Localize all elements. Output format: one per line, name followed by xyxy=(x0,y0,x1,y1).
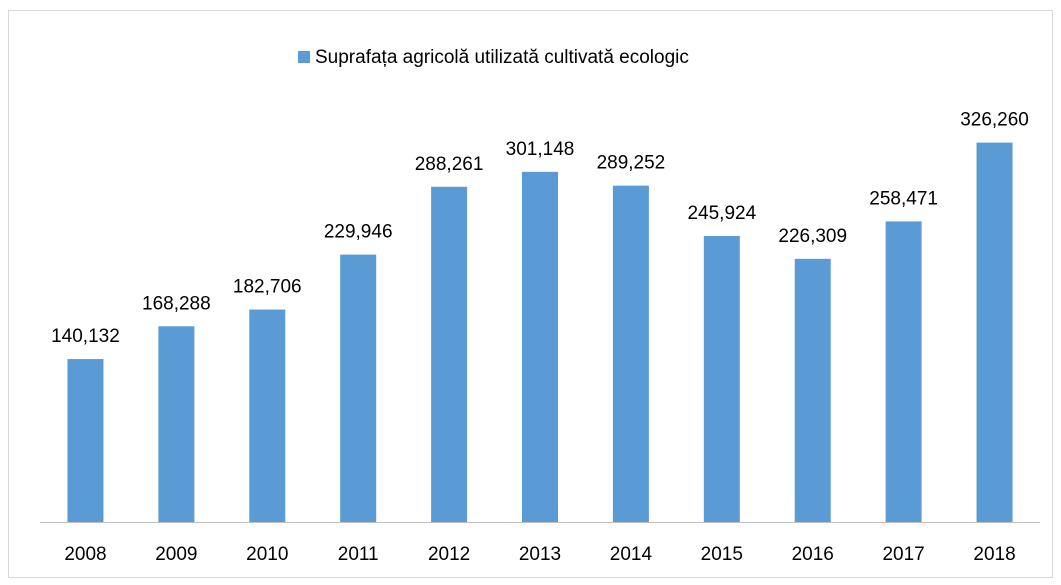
bar xyxy=(340,254,377,522)
x-tick-label: 2009 xyxy=(155,544,197,565)
bar xyxy=(158,326,195,522)
bar xyxy=(522,171,558,522)
data-label: 258,471 xyxy=(869,188,938,209)
x-tick-label: 2017 xyxy=(882,544,924,565)
bar xyxy=(885,221,922,522)
x-tick-label: 2008 xyxy=(64,544,106,565)
x-tick-label: 2014 xyxy=(610,544,653,565)
bar xyxy=(794,258,831,522)
data-label: 301,148 xyxy=(506,139,575,160)
x-tick-label: 2015 xyxy=(701,544,743,565)
data-label: 140,132 xyxy=(51,326,120,347)
x-tick-label: 2010 xyxy=(246,544,288,565)
data-label: 168,288 xyxy=(142,293,211,314)
bar xyxy=(612,185,649,523)
x-tick-label: 2018 xyxy=(973,544,1015,565)
data-label: 229,946 xyxy=(324,222,393,243)
x-tick-label: 2013 xyxy=(519,544,561,565)
data-label: 182,706 xyxy=(233,277,302,298)
bar xyxy=(976,142,1013,522)
x-tick-label: 2012 xyxy=(428,544,470,565)
x-tick-label: 2016 xyxy=(792,544,834,565)
bar xyxy=(249,309,286,522)
data-label: 226,309 xyxy=(778,226,847,247)
legend-label: Suprafața agricolă utilizată cultivată e… xyxy=(315,47,689,68)
data-label: 288,261 xyxy=(415,154,484,175)
bar xyxy=(431,186,468,522)
data-label: 289,252 xyxy=(597,153,666,174)
x-tick-label: 2011 xyxy=(338,544,379,565)
bar xyxy=(703,236,740,522)
data-label: 326,260 xyxy=(960,110,1029,131)
legend-swatch xyxy=(298,51,310,63)
bar xyxy=(67,359,104,522)
data-label: 245,924 xyxy=(687,203,756,224)
